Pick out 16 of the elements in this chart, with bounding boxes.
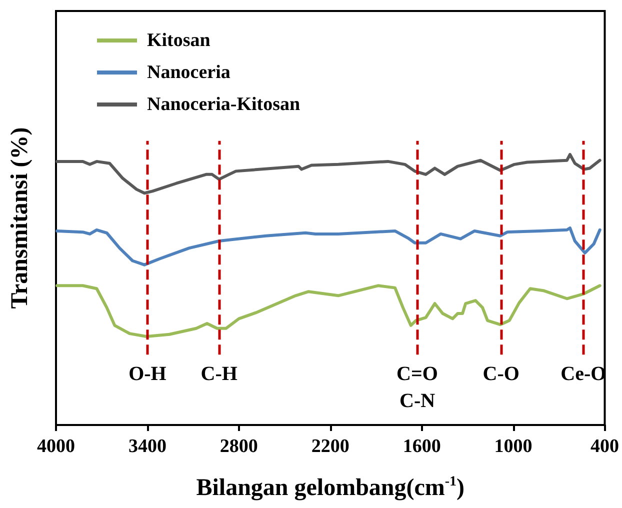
x-tick-label: 3400 [128,436,166,457]
legend-label: Kitosan [147,30,211,51]
ref-line-label: C-H [200,363,238,386]
x-tick-label: 1000 [494,436,532,457]
legend-label: Nanoceria-Kitosan [147,94,300,115]
x-tick-label: 400 [590,436,619,457]
legend-label: Nanoceria [147,62,231,83]
ref-line-label: Ce-O [560,363,606,386]
x-tick-label: 4000 [37,436,75,457]
x-tick-label: 2200 [311,436,350,457]
ref-line-label: C-O [482,363,520,386]
x-tick-label: 1600 [402,436,441,457]
x-tick-label: 2800 [220,436,258,457]
ref-line-label: C=O C-N [396,363,438,412]
y-axis-title: Transmitansi (%) [7,127,33,309]
ref-line-label: O-H [128,363,167,386]
